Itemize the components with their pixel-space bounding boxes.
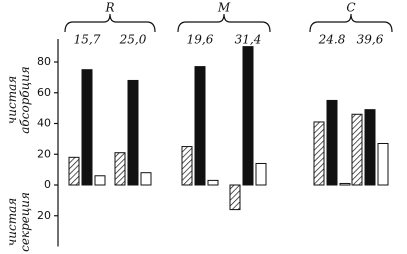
bar bbox=[326, 99, 338, 186]
bar bbox=[255, 162, 267, 186]
group-brace bbox=[309, 13, 393, 33]
group-label: M bbox=[217, 1, 231, 15]
bar bbox=[140, 172, 152, 186]
bar bbox=[242, 46, 254, 186]
category-label: 31,4 bbox=[235, 33, 262, 47]
category-label: 39,6 bbox=[357, 33, 384, 47]
bar bbox=[94, 175, 106, 186]
bar bbox=[364, 109, 376, 186]
bar bbox=[181, 146, 193, 186]
bar bbox=[377, 142, 389, 186]
bar bbox=[339, 182, 351, 186]
bar bbox=[313, 121, 325, 186]
bar bbox=[229, 184, 241, 211]
group-label: R bbox=[104, 1, 114, 15]
y-tick-label: 60 bbox=[37, 86, 51, 99]
bar bbox=[127, 79, 139, 186]
y-tick-label: 20 bbox=[37, 209, 51, 222]
group-brace bbox=[177, 13, 271, 33]
bar bbox=[207, 179, 219, 186]
bar bbox=[351, 113, 363, 186]
y-tick-label: 0 bbox=[44, 178, 51, 191]
y-axis-label-upper: чистаяабсорбция bbox=[5, 66, 32, 134]
y-tick-label: 20 bbox=[37, 147, 51, 160]
bar bbox=[81, 69, 93, 186]
group-label: C bbox=[346, 1, 355, 15]
y-tick-label: 40 bbox=[37, 117, 51, 130]
bar bbox=[68, 156, 80, 186]
category-label: 15,7 bbox=[74, 33, 101, 47]
bar bbox=[114, 152, 126, 186]
y-tick-label: 80 bbox=[37, 55, 51, 68]
category-label: 19,6 bbox=[187, 33, 214, 47]
bar bbox=[194, 66, 206, 186]
category-label: 25,0 bbox=[119, 33, 147, 47]
category-label: 24.8 bbox=[318, 33, 346, 47]
group-brace bbox=[64, 13, 156, 33]
y-axis-label-lower: чистаясекреция bbox=[5, 192, 32, 252]
